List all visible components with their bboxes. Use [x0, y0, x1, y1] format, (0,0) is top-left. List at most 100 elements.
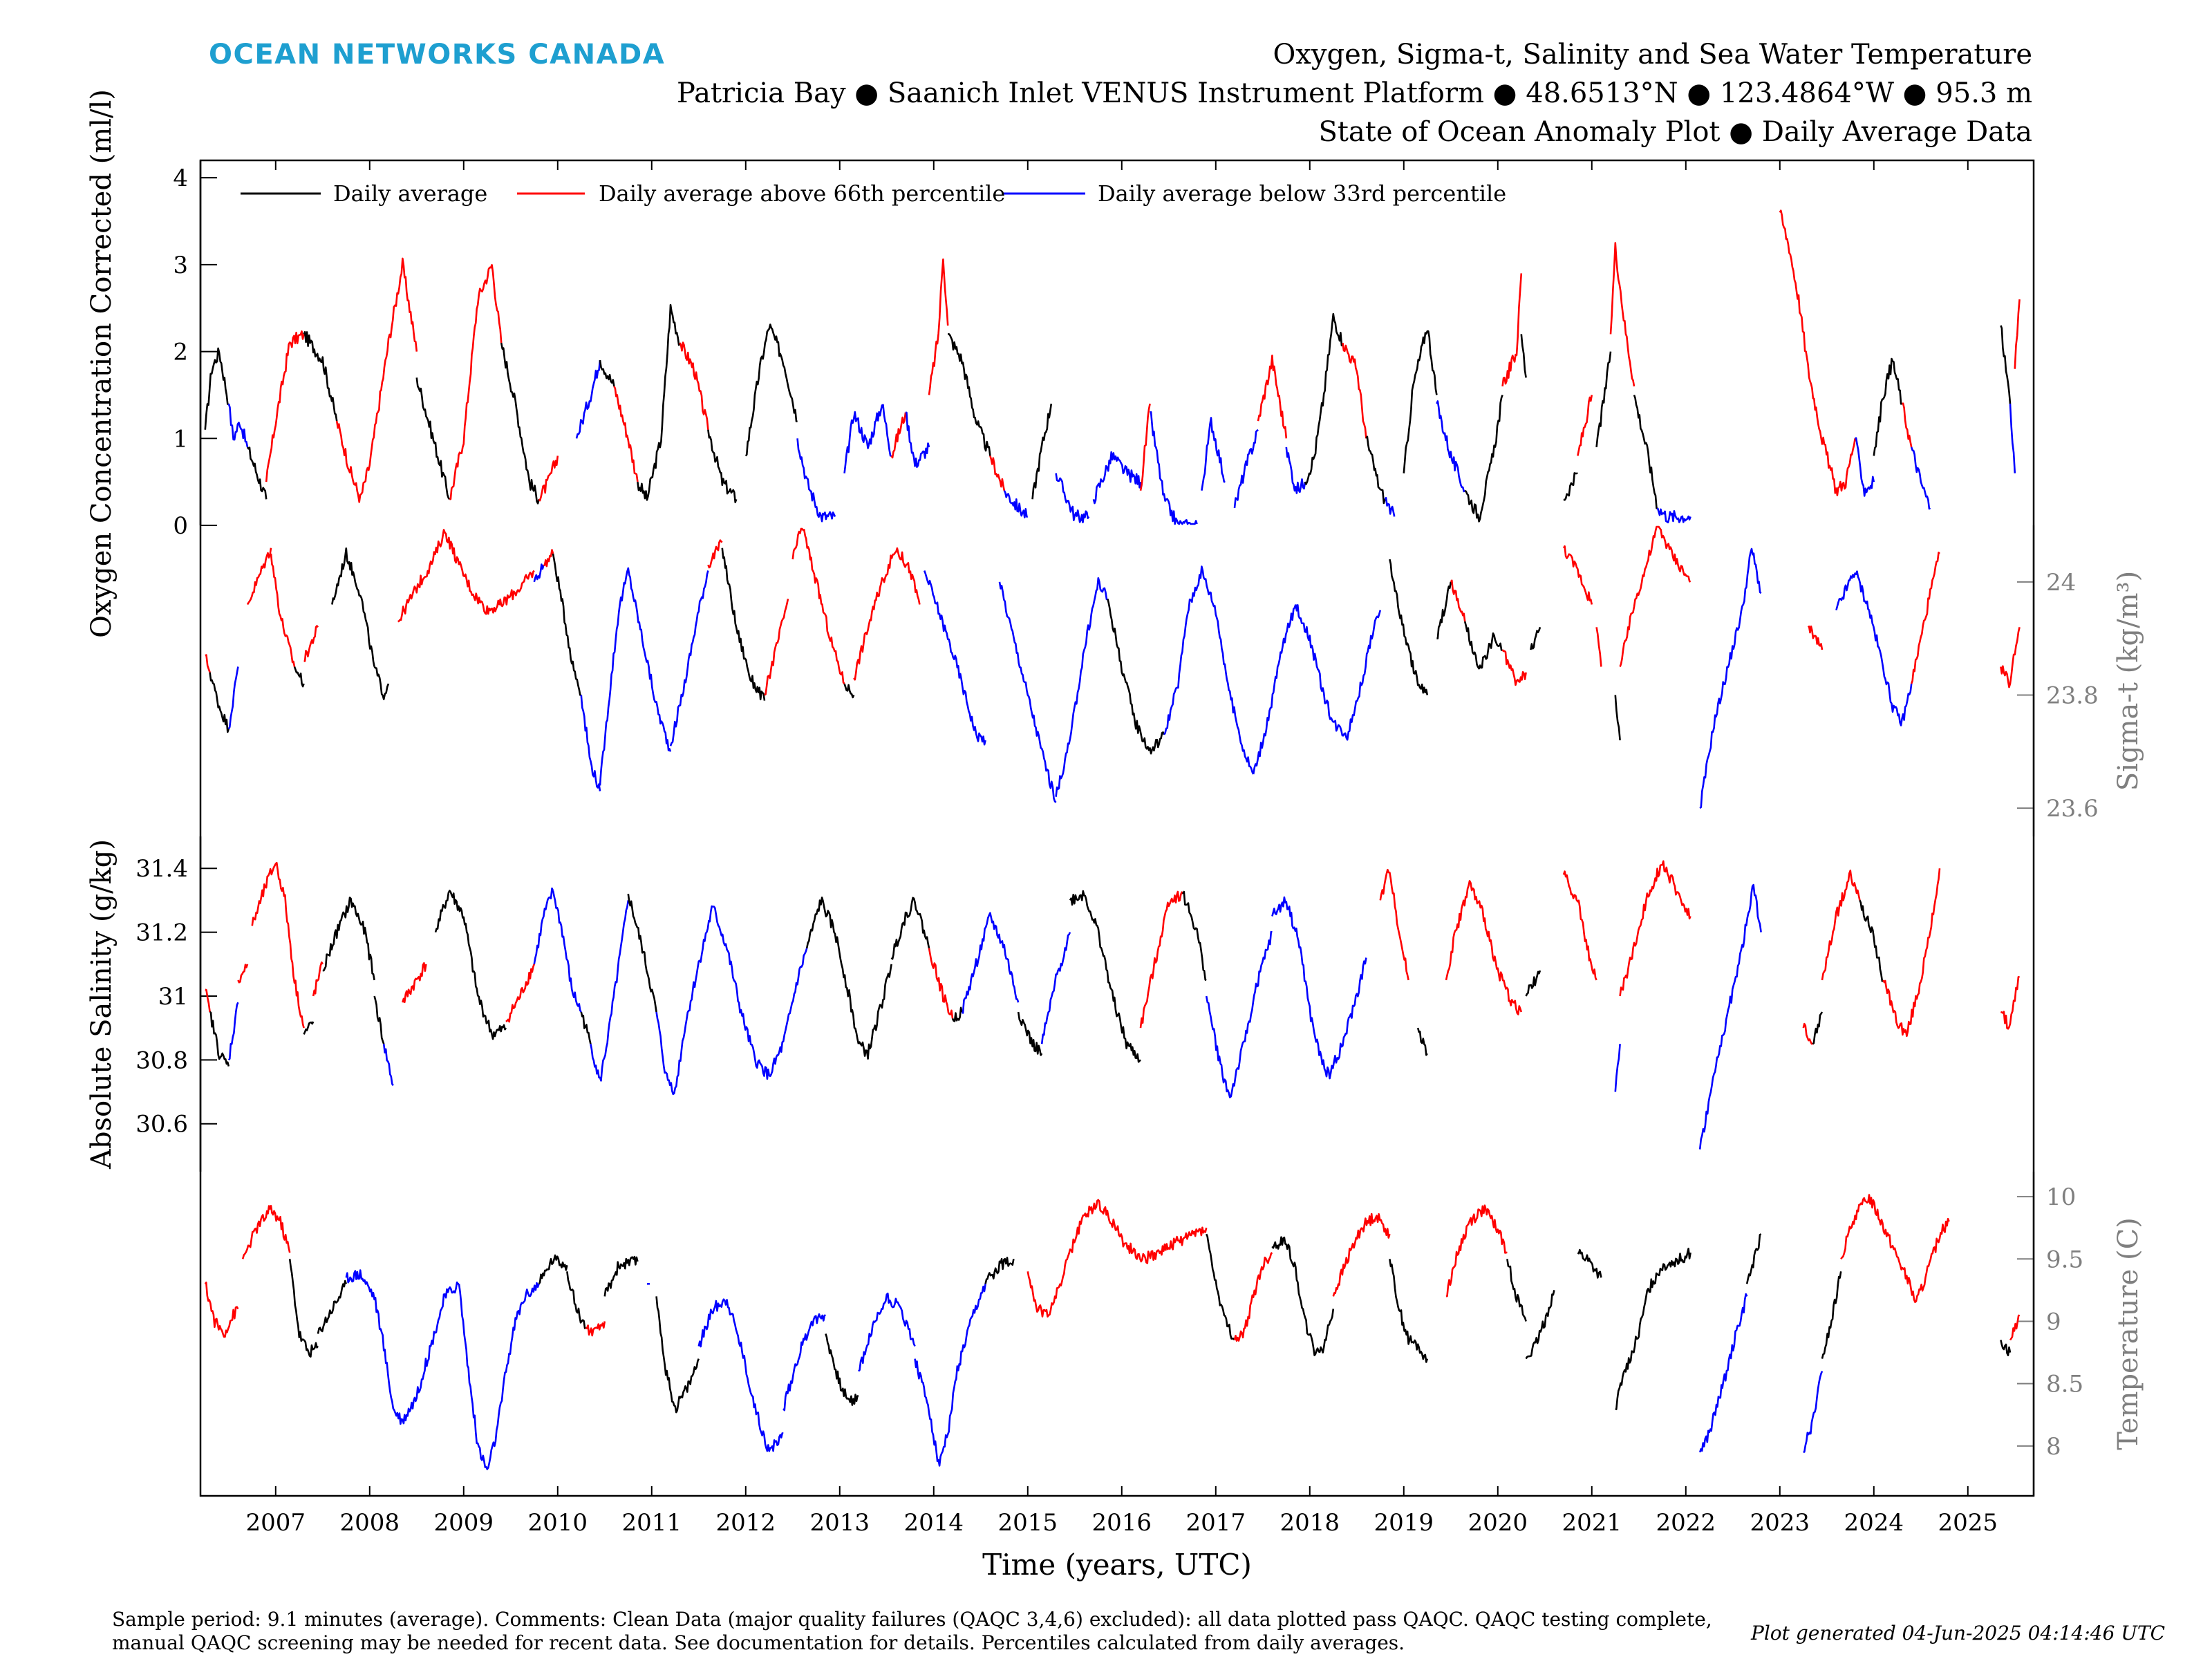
series-segment-black — [1069, 890, 1141, 1063]
y-axis-label-1: Sigma-t (kg/m³) — [2112, 571, 2144, 791]
series-segment-red — [1445, 880, 1523, 1015]
y-tick-label: 23.8 — [2046, 682, 2099, 709]
series-segment-red — [2014, 299, 2021, 369]
series-segment-black — [1506, 1259, 1527, 1322]
y-tick-label: 9 — [2046, 1308, 2061, 1335]
series-segment-red — [1577, 395, 1593, 456]
series-segment-black — [246, 447, 268, 500]
series-segment-black — [707, 429, 738, 503]
chart-title: Oxygen, Sigma-t, Salinity and Sea Water … — [1273, 39, 2032, 71]
series-segment-black — [805, 897, 860, 1044]
series-segment-red — [890, 412, 907, 459]
series-segment-blue — [1614, 1044, 1621, 1092]
series-segment-red — [1501, 273, 1523, 387]
series-segment-black — [204, 347, 229, 430]
series-segment-black — [491, 1024, 507, 1040]
series-segment-red — [449, 264, 503, 500]
series-segment-blue — [843, 404, 892, 474]
series-segment-black — [1436, 581, 1452, 639]
series-segment-blue — [1040, 932, 1071, 1044]
series-segment-blue — [1055, 473, 1090, 523]
series-segment-black — [1633, 394, 1658, 509]
series-segment-blue — [575, 359, 601, 439]
y-tick-label: 0 — [173, 512, 188, 540]
x-tick-label: 2012 — [716, 1509, 776, 1537]
series-segment-red — [397, 529, 460, 623]
x-tick-label: 2009 — [434, 1509, 494, 1537]
series-segment-blue — [1698, 883, 1762, 1150]
series-segment-red — [1027, 1199, 1208, 1318]
x-tick-label: 2023 — [1750, 1509, 1810, 1537]
series-segment-blue — [2009, 403, 2016, 474]
x-tick-label: 2016 — [1092, 1509, 1152, 1537]
x-tick-label: 2019 — [1374, 1509, 1434, 1537]
y-tick-label: 31 — [158, 983, 188, 1011]
series-segment-red — [791, 527, 845, 684]
series-segment-red — [265, 330, 305, 482]
series-segment-red — [2000, 626, 2021, 688]
series-segment-black — [373, 666, 390, 700]
series-segment-red — [303, 625, 319, 662]
plot-layer: 2007 2008 2009 2010 2011 2012 2013 2014 2015 2016… — [86, 89, 2144, 1537]
series-segment-black — [1182, 890, 1207, 982]
series-segment-black — [1614, 695, 1621, 741]
series-segment-black — [1525, 1290, 1555, 1360]
series-segment-blue — [458, 1282, 540, 1470]
series-segment-red — [1139, 890, 1184, 1029]
series-segment-black — [1563, 472, 1578, 501]
series-segment-black — [951, 1006, 963, 1022]
y-tick-label: 10 — [2046, 1183, 2076, 1211]
y-tick-label: 24 — [2046, 569, 2076, 597]
series-segment-black — [1403, 330, 1438, 474]
y-tick-label: 8.5 — [2046, 1371, 2083, 1398]
series-segment-black — [1271, 1236, 1335, 1356]
series-segment-black — [317, 1280, 348, 1334]
x-tick-label: 2024 — [1844, 1509, 1904, 1537]
series-segment-blue — [961, 912, 1020, 1014]
series-segment-black — [1107, 599, 1165, 755]
series-segment-black — [825, 1333, 859, 1406]
x-tick-label: 2022 — [1656, 1509, 1716, 1537]
series-segment-black — [293, 666, 305, 688]
x-tick-label: 2011 — [622, 1509, 682, 1537]
y-tick-label: 4 — [173, 165, 188, 192]
series-segment-blue — [1910, 447, 1931, 510]
series-segment-red — [543, 549, 554, 568]
series-segment-black — [331, 547, 375, 667]
y-tick-label: 3 — [173, 252, 188, 279]
series-segment-blue — [998, 581, 1057, 803]
series-segment-black — [303, 330, 338, 422]
series-segment-red — [679, 341, 709, 430]
series-segment-red — [237, 964, 249, 984]
y-tick-label: 2 — [173, 339, 188, 366]
series-segment-red — [1619, 525, 1691, 667]
x-tick-label: 2014 — [904, 1509, 964, 1537]
series-segment-red — [270, 553, 296, 667]
x-tick-label: 2015 — [998, 1509, 1058, 1537]
series-segment-black — [1304, 312, 1344, 485]
series-segment-black — [1615, 1248, 1691, 1410]
series-segment-black — [566, 1271, 587, 1329]
series-segment-blue — [1205, 930, 1273, 1098]
y-tick-label: 1 — [173, 425, 188, 453]
series-segment-blue — [1285, 447, 1306, 494]
x-tick-label: 2020 — [1468, 1509, 1528, 1537]
series-segment-red — [1779, 209, 1856, 496]
series-segment-black — [721, 547, 766, 701]
x-tick-label: 2013 — [810, 1509, 870, 1537]
series-segment-red — [1807, 625, 1824, 650]
chart-subtitle: Patricia Bay ● Saanich Inlet VENUS Instr… — [677, 77, 2032, 109]
x-tick-label: 2025 — [1938, 1509, 1998, 1537]
series-segment-blue — [227, 666, 239, 730]
series-segment-black — [637, 303, 681, 501]
series-segment-blue — [1699, 547, 1762, 809]
legend: Daily average Daily average above 66th p… — [241, 180, 1506, 207]
series-segment-black — [1365, 435, 1386, 505]
series-segment-black — [415, 377, 451, 500]
series-segment-red — [458, 561, 535, 615]
series-segment-blue — [1698, 1293, 1748, 1453]
y-axis-label-3: Temperature (C) — [2112, 1217, 2144, 1450]
y-axis-label-0: Oxygen Concentration Corrected (ml/l) — [86, 89, 118, 638]
series-segment-black — [1464, 394, 1503, 523]
series-segment-black — [580, 1011, 592, 1044]
